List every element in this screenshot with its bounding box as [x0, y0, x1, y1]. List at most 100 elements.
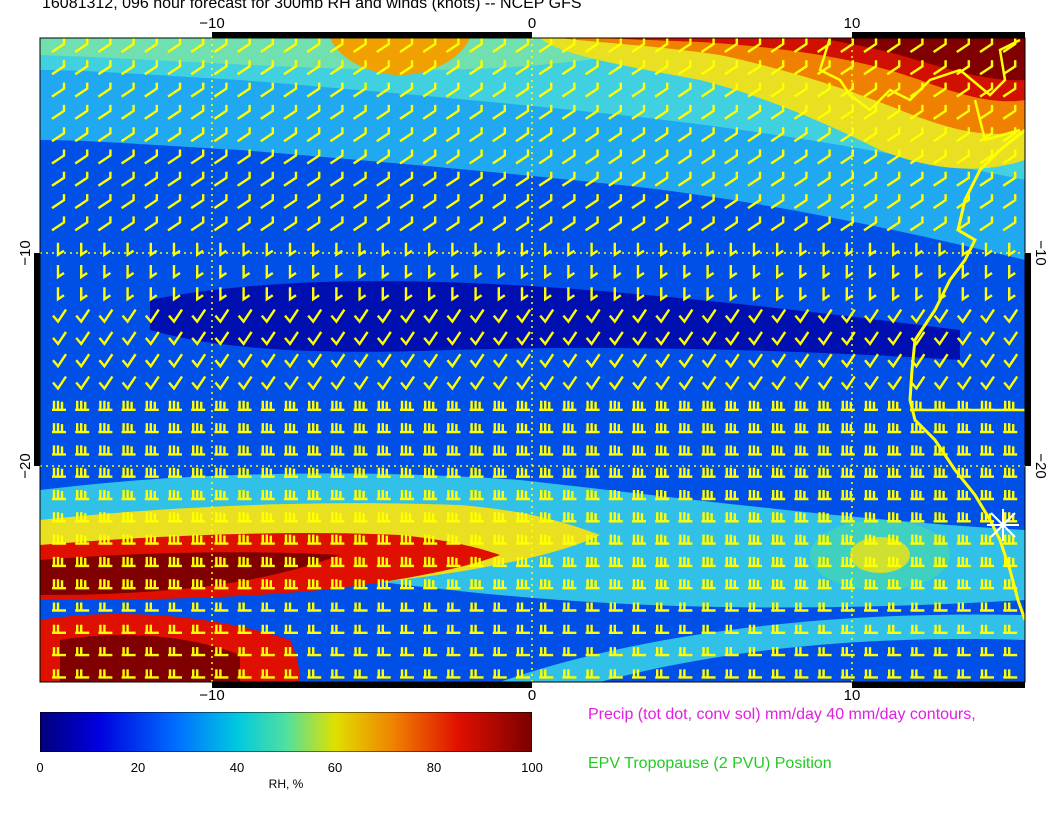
wind-barb — [585, 353, 601, 369]
wind-barb — [910, 602, 925, 612]
wind-barb — [121, 556, 136, 568]
wind-barb — [887, 353, 903, 369]
wind-barb — [771, 534, 786, 545]
wind-barb — [144, 445, 159, 456]
wind-barb — [307, 400, 322, 411]
wind-barb — [909, 194, 924, 210]
wind-barb — [404, 287, 413, 302]
wind-barb — [260, 602, 275, 612]
wind-barb — [51, 104, 66, 120]
wind-barb — [608, 445, 623, 456]
wind-barb — [144, 669, 159, 679]
wind-barb — [492, 216, 506, 232]
wind-barb — [260, 490, 275, 501]
wind-barb — [1003, 534, 1018, 545]
lat-lon-grid — [40, 38, 1025, 682]
wind-barb — [980, 375, 995, 391]
wind-barb — [52, 669, 66, 679]
wind-barb — [469, 624, 484, 634]
wind-barb — [980, 647, 994, 657]
wind-barb — [446, 353, 462, 369]
wind-barb — [330, 467, 345, 478]
wind-barb — [126, 287, 135, 302]
wind-barb — [632, 308, 647, 324]
wind-barb — [701, 375, 717, 391]
wind-barb — [1003, 423, 1018, 434]
lat-tick-right: −10 — [1032, 240, 1049, 265]
wind-barb — [845, 265, 854, 280]
wind-barb — [700, 149, 715, 165]
wind-barb — [539, 579, 554, 590]
wind-barb — [168, 331, 183, 346]
wind-barb — [260, 216, 274, 232]
wind-barb — [236, 60, 251, 76]
lon-tick-top: 0 — [528, 15, 536, 32]
wind-barb — [910, 647, 925, 657]
wind-barb — [561, 104, 576, 120]
wind-barb — [237, 353, 253, 369]
wind-barb — [144, 127, 158, 143]
wind-barb — [260, 467, 275, 478]
wind-barb — [306, 149, 321, 165]
wind-barb — [678, 534, 693, 545]
wind-barb — [219, 265, 228, 280]
wind-barb — [655, 490, 670, 501]
wind-barb — [284, 445, 298, 456]
wind-barb — [149, 287, 158, 302]
wind-barb — [933, 331, 949, 346]
wind-barb — [632, 423, 646, 434]
wind-barb — [1002, 60, 1017, 76]
wind-barb — [260, 423, 275, 434]
wind-barb — [468, 82, 483, 98]
wind-barb — [816, 216, 831, 232]
wind-barb — [52, 602, 66, 612]
wind-barb — [868, 287, 877, 302]
wind-barb — [770, 194, 785, 210]
wind-barb — [400, 512, 414, 523]
wind-barb — [771, 647, 786, 657]
wind-barb — [168, 579, 182, 590]
wind-barb — [423, 423, 438, 434]
wind-barb — [428, 242, 436, 257]
wind-barb — [678, 423, 693, 434]
wind-barb — [724, 375, 740, 391]
forecast-map: −10 0 10 −10 0 10 −10 −20 −10 −20 — [17, 15, 1049, 704]
wind-barb — [191, 445, 206, 456]
wind-barb — [655, 624, 670, 634]
wind-barb — [422, 149, 437, 165]
wind-barb — [631, 104, 646, 120]
wind-barb — [683, 265, 692, 280]
wind-barb — [307, 669, 322, 679]
wind-barb — [469, 556, 484, 568]
wind-barb — [399, 127, 414, 143]
wind-barb — [840, 353, 856, 369]
wind-barb — [608, 423, 623, 434]
wind-barb — [701, 331, 717, 346]
wind-barb — [120, 82, 135, 98]
wind-barb — [915, 242, 924, 257]
wind-barb — [358, 287, 367, 302]
wind-barb — [655, 353, 671, 369]
wind-barb — [863, 127, 878, 143]
wind-barb — [748, 647, 762, 657]
wind-barb — [97, 127, 112, 143]
wind-barb — [399, 60, 414, 76]
wind-barb — [608, 308, 624, 324]
wind-barb — [793, 60, 808, 76]
colorbar-tick: 40 — [229, 760, 245, 775]
wind-barb — [445, 127, 460, 143]
wind-barb — [399, 194, 414, 210]
wind-barb — [1003, 602, 1018, 612]
wind-barb — [539, 534, 554, 545]
wind-barb — [1002, 149, 1017, 165]
wind-barb — [793, 149, 808, 165]
wind-barbs — [51, 38, 1019, 679]
wind-barb — [329, 38, 344, 53]
wind-barb — [840, 512, 855, 523]
wind-barb — [794, 647, 809, 657]
wind-barb — [144, 647, 159, 657]
wind-barb — [168, 624, 182, 634]
wind-barb — [724, 602, 739, 612]
wind-barb — [121, 445, 136, 456]
wind-barb — [237, 445, 252, 456]
